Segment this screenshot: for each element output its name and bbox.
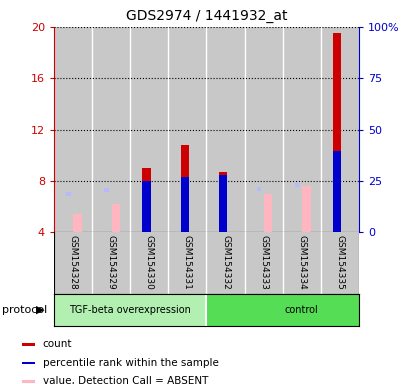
Text: GSM154329: GSM154329	[107, 235, 116, 290]
Bar	[283, 232, 321, 294]
Text: control: control	[285, 305, 319, 315]
Bar	[22, 343, 35, 346]
Text: count: count	[43, 339, 72, 349]
Bar	[54, 27, 92, 232]
Text: GSM154333: GSM154333	[259, 235, 268, 290]
Text: GSM154328: GSM154328	[68, 235, 78, 290]
Bar	[73, 214, 82, 232]
Text: TGF-beta overexpression: TGF-beta overexpression	[69, 305, 191, 315]
Bar	[22, 362, 35, 364]
Bar	[302, 186, 310, 232]
Bar	[295, 183, 300, 187]
Bar	[219, 175, 227, 232]
Bar	[112, 204, 120, 232]
Bar	[244, 232, 283, 294]
Bar	[333, 33, 342, 232]
Bar	[321, 27, 359, 232]
Bar	[244, 27, 283, 232]
Bar	[104, 188, 109, 192]
Bar	[22, 380, 35, 382]
Text: percentile rank within the sample: percentile rank within the sample	[43, 358, 219, 368]
Bar	[257, 187, 261, 190]
Bar	[321, 232, 359, 294]
Bar	[66, 192, 71, 196]
Text: GSM154334: GSM154334	[297, 235, 306, 290]
Bar	[168, 27, 207, 232]
Bar	[181, 177, 189, 232]
Bar	[130, 27, 168, 232]
Bar	[54, 232, 92, 294]
Text: protocol: protocol	[2, 305, 47, 315]
Bar	[92, 232, 130, 294]
Bar	[283, 27, 321, 232]
Bar	[207, 232, 244, 294]
Bar	[219, 172, 227, 232]
Title: GDS2974 / 1441932_at: GDS2974 / 1441932_at	[126, 9, 287, 23]
Text: GSM154331: GSM154331	[183, 235, 192, 290]
Bar	[92, 27, 130, 232]
Text: GSM154330: GSM154330	[145, 235, 154, 290]
Text: GSM154335: GSM154335	[335, 235, 344, 290]
Bar	[264, 194, 272, 232]
Bar	[207, 27, 244, 232]
Bar	[333, 151, 342, 232]
Bar	[54, 294, 207, 326]
Text: GSM154332: GSM154332	[221, 235, 230, 290]
Bar	[207, 294, 359, 326]
Bar	[142, 168, 151, 232]
Text: ▶: ▶	[36, 305, 44, 315]
Bar	[142, 181, 151, 232]
Bar	[168, 232, 207, 294]
Bar	[130, 232, 168, 294]
Bar	[181, 145, 189, 232]
Text: value, Detection Call = ABSENT: value, Detection Call = ABSENT	[43, 376, 208, 384]
